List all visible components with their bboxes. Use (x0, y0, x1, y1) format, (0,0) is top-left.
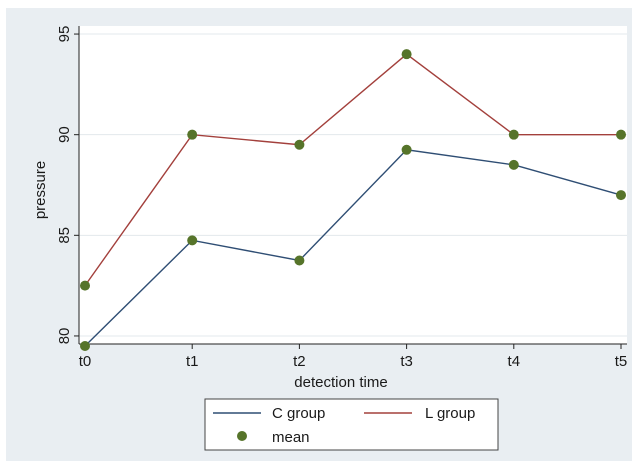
x-tick-label-t4: t4 (508, 353, 521, 370)
mean-point-l-group-t5 (616, 129, 626, 140)
mean-point-c-group-t2 (294, 255, 305, 266)
mean-point-l-group-t3 (401, 49, 412, 60)
y-ticks: 80 85 90 95 (56, 26, 79, 345)
legend: C group L group mean (204, 398, 499, 451)
series-line-c-group (84, 149, 622, 347)
mean-point-l-group-t0 (80, 280, 90, 291)
mean-point-c-group-t4 (508, 159, 519, 170)
x-tick-label-t3: t3 (400, 353, 413, 370)
y-tick-label-90: 90 (56, 126, 73, 143)
plot-area (79, 26, 627, 344)
mean-point-c-group-t1 (187, 235, 198, 246)
mean-point-l-group-t4 (508, 129, 519, 140)
mean-point-c-group-t5 (616, 190, 626, 201)
x-axis-label: detection time (294, 374, 387, 391)
legend-label-l-group: L group (425, 405, 475, 422)
axes (78, 26, 627, 345)
legend-swatch-mean (237, 431, 247, 441)
y-tick-label-80: 80 (56, 328, 73, 345)
series-lines (84, 53, 622, 347)
y-axis-label: pressure (32, 161, 49, 219)
mean-point-c-group-t3 (401, 144, 412, 155)
legend-box (204, 398, 499, 451)
y-tick-label-85: 85 (56, 227, 73, 244)
legend-label-mean: mean (272, 429, 310, 446)
x-tick-label-t2: t2 (293, 353, 306, 370)
x-tick-label-t5: t5 (615, 353, 628, 370)
legend-label-c-group: C group (272, 405, 325, 422)
mean-point-l-group-t1 (187, 129, 198, 140)
mean-point-c-group-t0 (80, 341, 90, 352)
x-tick-label-t1: t1 (186, 353, 199, 370)
x-tick-label-t0: t0 (79, 353, 92, 370)
x-ticks: t0 t1 t2 t3 t4 t5 (79, 344, 628, 370)
mean-point-l-group-t2 (294, 139, 305, 150)
series-line-l-group (84, 53, 621, 287)
mean-markers (80, 49, 626, 352)
y-tick-label-95: 95 (56, 26, 73, 43)
